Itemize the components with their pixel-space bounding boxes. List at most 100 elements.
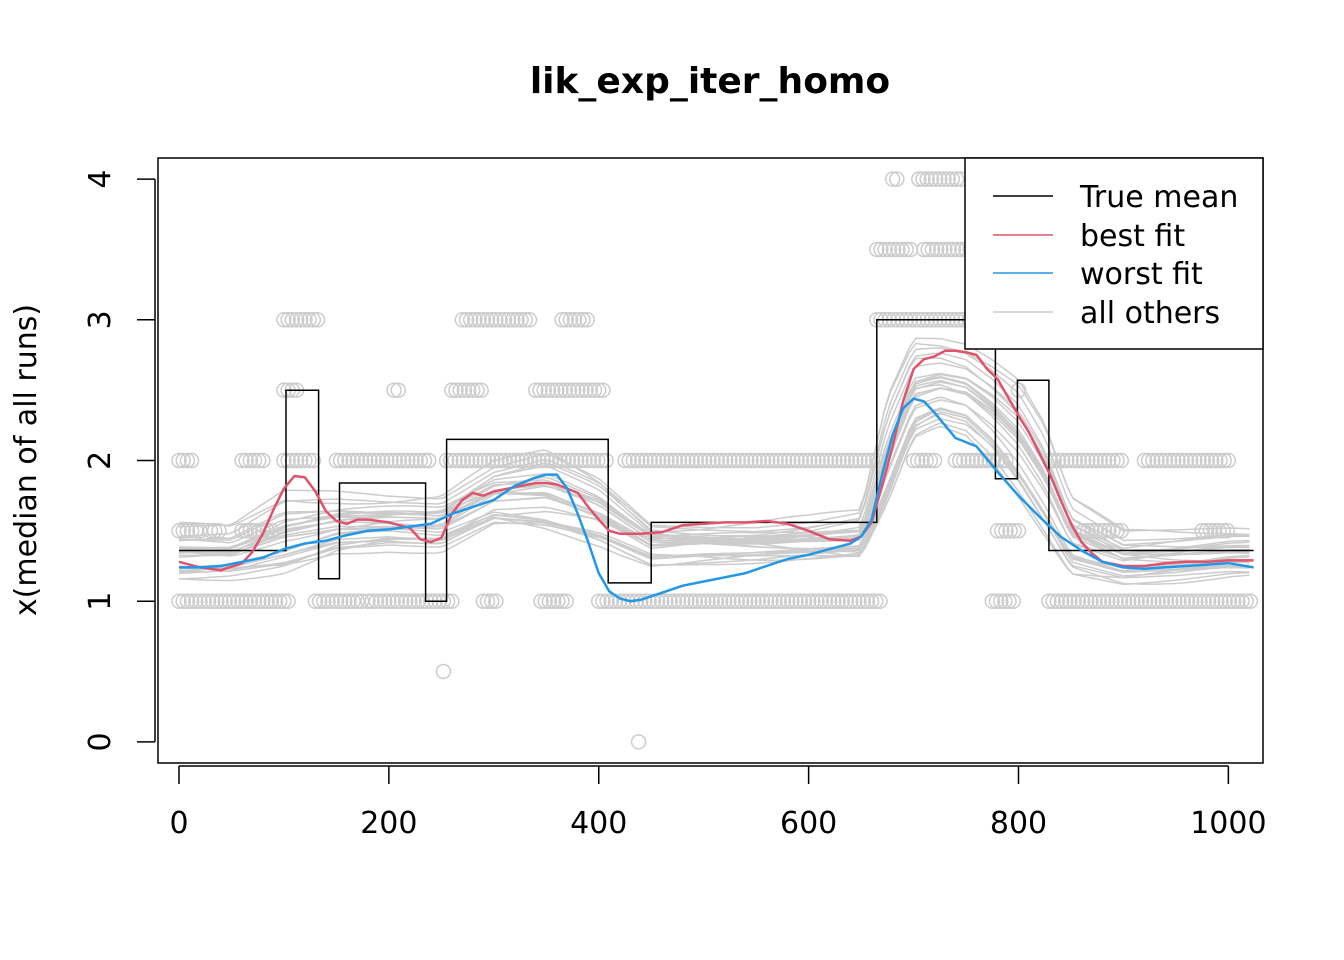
data-point xyxy=(785,452,801,469)
data-point xyxy=(885,241,902,258)
data-point xyxy=(532,382,548,398)
data-point xyxy=(1167,593,1183,609)
data-point xyxy=(655,452,671,469)
data-point xyxy=(579,312,595,328)
data-point xyxy=(842,593,859,609)
data-point xyxy=(988,593,1005,609)
data-point xyxy=(1209,593,1225,609)
data-point xyxy=(705,452,721,469)
data-point xyxy=(543,452,560,469)
data-point xyxy=(684,452,700,469)
data-point xyxy=(1183,593,1200,609)
best-fit-line xyxy=(178,349,1254,572)
data-point xyxy=(1212,452,1228,469)
data-point xyxy=(1192,593,1208,609)
data-point xyxy=(444,382,460,398)
data-point xyxy=(889,171,905,187)
data-point xyxy=(301,312,317,328)
data-point xyxy=(1084,523,1100,539)
data-point xyxy=(364,593,380,609)
data-point xyxy=(851,593,867,609)
data-point xyxy=(1221,593,1238,609)
data-point xyxy=(1095,593,1112,609)
true-mean-group xyxy=(179,319,1254,602)
data-point xyxy=(1063,452,1079,469)
data-point xyxy=(211,523,227,539)
data-point xyxy=(984,593,1001,609)
data-point xyxy=(1161,452,1178,469)
data-point xyxy=(545,593,562,609)
data-point xyxy=(992,593,1009,609)
data-point xyxy=(386,382,402,398)
data-point xyxy=(221,593,238,609)
data-point xyxy=(1054,452,1071,469)
y-axis-label: x(median of all runs) xyxy=(9,304,44,616)
data-point xyxy=(1010,382,1027,398)
data-point xyxy=(280,452,296,469)
data-point xyxy=(993,523,1010,539)
data-point xyxy=(872,593,888,609)
data-point xyxy=(387,452,403,469)
data-point xyxy=(175,593,191,609)
data-point xyxy=(1219,523,1236,539)
data-point xyxy=(734,452,751,469)
data-point xyxy=(305,452,322,469)
data-point xyxy=(550,593,566,609)
data-point xyxy=(1049,593,1066,609)
data-point xyxy=(827,452,843,469)
data-point xyxy=(320,593,336,609)
data-point xyxy=(922,452,939,469)
data-point xyxy=(843,452,860,469)
data-point xyxy=(932,171,948,187)
data-point xyxy=(646,452,663,469)
data-point xyxy=(460,382,477,398)
data-point xyxy=(1191,452,1207,469)
data-point xyxy=(213,593,229,609)
data-point xyxy=(242,593,259,609)
data-point xyxy=(1083,593,1099,609)
data-point xyxy=(809,593,825,609)
data-point xyxy=(390,382,407,398)
data-point xyxy=(175,523,191,539)
data-point xyxy=(483,593,500,609)
data-point xyxy=(505,452,522,469)
data-point xyxy=(918,452,934,469)
data-point xyxy=(847,593,863,609)
data-point xyxy=(473,382,489,398)
data-point xyxy=(989,523,1006,539)
data-point xyxy=(944,171,961,187)
data-point xyxy=(328,593,345,609)
data-point xyxy=(242,523,259,539)
data-point xyxy=(1104,593,1120,609)
data-point xyxy=(834,593,850,609)
other-run-line xyxy=(178,413,1250,579)
data-point xyxy=(1099,593,1116,609)
data-point xyxy=(725,593,741,609)
data-point xyxy=(462,312,479,328)
data-point xyxy=(374,452,391,469)
data-point xyxy=(497,452,514,469)
data-point xyxy=(209,593,225,609)
data-point xyxy=(1088,452,1104,469)
x-tick-label: 600 xyxy=(780,806,837,841)
data-point xyxy=(276,312,292,328)
data-point xyxy=(1206,523,1223,539)
data-point xyxy=(171,523,187,539)
data-point xyxy=(737,593,754,609)
data-point xyxy=(945,241,962,258)
data-point xyxy=(1096,452,1113,469)
data-point xyxy=(625,452,642,469)
data-point xyxy=(501,452,518,469)
data-point xyxy=(653,593,670,609)
data-point xyxy=(1162,593,1179,609)
data-point xyxy=(1075,452,1092,469)
data-point xyxy=(860,452,877,469)
worst-fit-line xyxy=(179,397,1254,603)
data-point xyxy=(890,241,906,258)
data-point xyxy=(489,452,505,469)
data-point xyxy=(573,452,589,469)
data-point xyxy=(537,593,553,609)
data-point xyxy=(395,452,412,469)
data-point xyxy=(919,171,935,187)
data-point xyxy=(621,452,637,469)
